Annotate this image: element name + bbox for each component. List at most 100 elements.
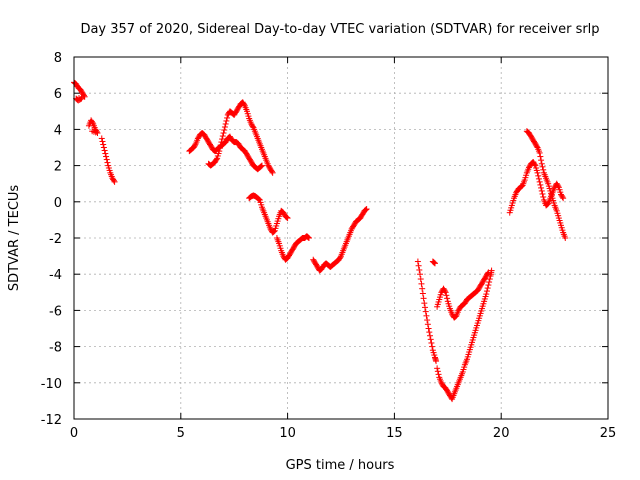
data-point — [415, 262, 422, 269]
data-point — [223, 117, 230, 124]
data-point — [518, 183, 525, 190]
data-point — [485, 269, 492, 276]
data-point — [444, 295, 451, 302]
data-point — [429, 343, 436, 350]
data-point — [560, 195, 567, 202]
data-point — [100, 141, 107, 148]
x-tick-label: 0 — [70, 426, 78, 441]
data-point — [284, 215, 291, 222]
data-point — [218, 139, 225, 146]
data-point — [428, 339, 435, 346]
data-point — [485, 282, 492, 289]
x-tick-label: 5 — [177, 426, 185, 441]
data-point — [555, 183, 562, 190]
data-point — [422, 304, 429, 311]
data-point — [258, 162, 265, 169]
data-point — [486, 279, 493, 286]
y-tick-label: -4 — [49, 268, 62, 283]
x-tick-label: 25 — [600, 426, 617, 441]
data-point — [283, 214, 290, 221]
data-point — [249, 123, 256, 130]
data-point — [537, 153, 544, 160]
data-point — [483, 288, 490, 295]
data-point — [486, 276, 493, 283]
data-point — [441, 288, 448, 295]
data-point — [81, 93, 88, 100]
data-point — [538, 160, 545, 167]
data-point — [442, 289, 449, 296]
data-point — [224, 114, 231, 121]
data-point — [103, 156, 110, 163]
data-point — [420, 295, 427, 302]
y-axis-title: SDTVAR / TECUs — [7, 185, 22, 292]
data-point — [219, 136, 226, 143]
data-point — [269, 169, 276, 176]
data-point — [539, 190, 546, 197]
data-point — [213, 156, 220, 163]
data-point — [538, 157, 545, 164]
data-point — [423, 312, 430, 319]
data-points — [71, 79, 569, 403]
data-point — [258, 163, 265, 170]
data-point — [484, 285, 491, 292]
data-point — [241, 101, 248, 108]
data-point — [216, 145, 223, 152]
data-point — [488, 267, 495, 274]
y-tick-label: -10 — [41, 377, 62, 392]
data-point — [104, 159, 111, 166]
data-point — [305, 234, 312, 241]
data-point — [111, 178, 118, 185]
data-point — [540, 166, 547, 173]
data-point — [533, 143, 540, 150]
data-point — [425, 325, 432, 332]
y-tick-label: 0 — [54, 196, 62, 211]
data-point — [534, 169, 541, 176]
data-point — [427, 336, 434, 343]
data-point — [362, 207, 369, 214]
data-point — [538, 184, 545, 191]
data-point — [417, 271, 424, 278]
data-point — [539, 163, 546, 170]
data-point — [422, 308, 429, 315]
data-point — [431, 259, 438, 266]
data-point — [421, 300, 428, 307]
data-point — [271, 228, 278, 235]
data-point — [257, 163, 264, 170]
data-point — [78, 95, 85, 102]
x-axis-title: GPS time / hours — [286, 458, 395, 473]
data-point — [431, 260, 438, 267]
data-point — [268, 168, 275, 175]
data-point — [531, 161, 538, 168]
data-point — [538, 187, 545, 194]
data-point — [192, 142, 199, 149]
data-point — [443, 292, 450, 299]
data-point — [419, 285, 426, 292]
y-tick-label: 2 — [54, 160, 62, 175]
y-tick-label: -6 — [49, 304, 62, 319]
y-tick-label: 8 — [54, 51, 62, 66]
data-point — [417, 276, 424, 283]
data-point — [414, 258, 421, 265]
data-point — [89, 119, 96, 126]
data-point — [222, 120, 229, 127]
data-point — [559, 193, 566, 200]
y-tick-label: 6 — [54, 87, 62, 102]
data-point — [483, 291, 490, 298]
y-tick-label: -2 — [49, 232, 62, 247]
data-point — [418, 280, 425, 287]
grid-lines — [74, 57, 608, 419]
data-point — [427, 332, 433, 339]
data-point — [270, 228, 277, 235]
data-point — [435, 371, 442, 378]
tick-labels: 0 5 10 15 20 25 -12 -10 -8 -6 -4 -2 0 2 4 6 8 — [41, 51, 617, 441]
y-tick-label: -12 — [41, 413, 62, 428]
chart-title: Day 357 of 2020, Sidereal Day-to-day VTE… — [80, 22, 599, 37]
data-point — [430, 259, 437, 266]
data-point — [220, 130, 227, 137]
y-tick-label: -8 — [49, 341, 62, 356]
data-point — [221, 127, 228, 134]
data-point — [424, 321, 431, 328]
data-point — [337, 254, 344, 261]
x-tick-label: 10 — [279, 426, 296, 441]
